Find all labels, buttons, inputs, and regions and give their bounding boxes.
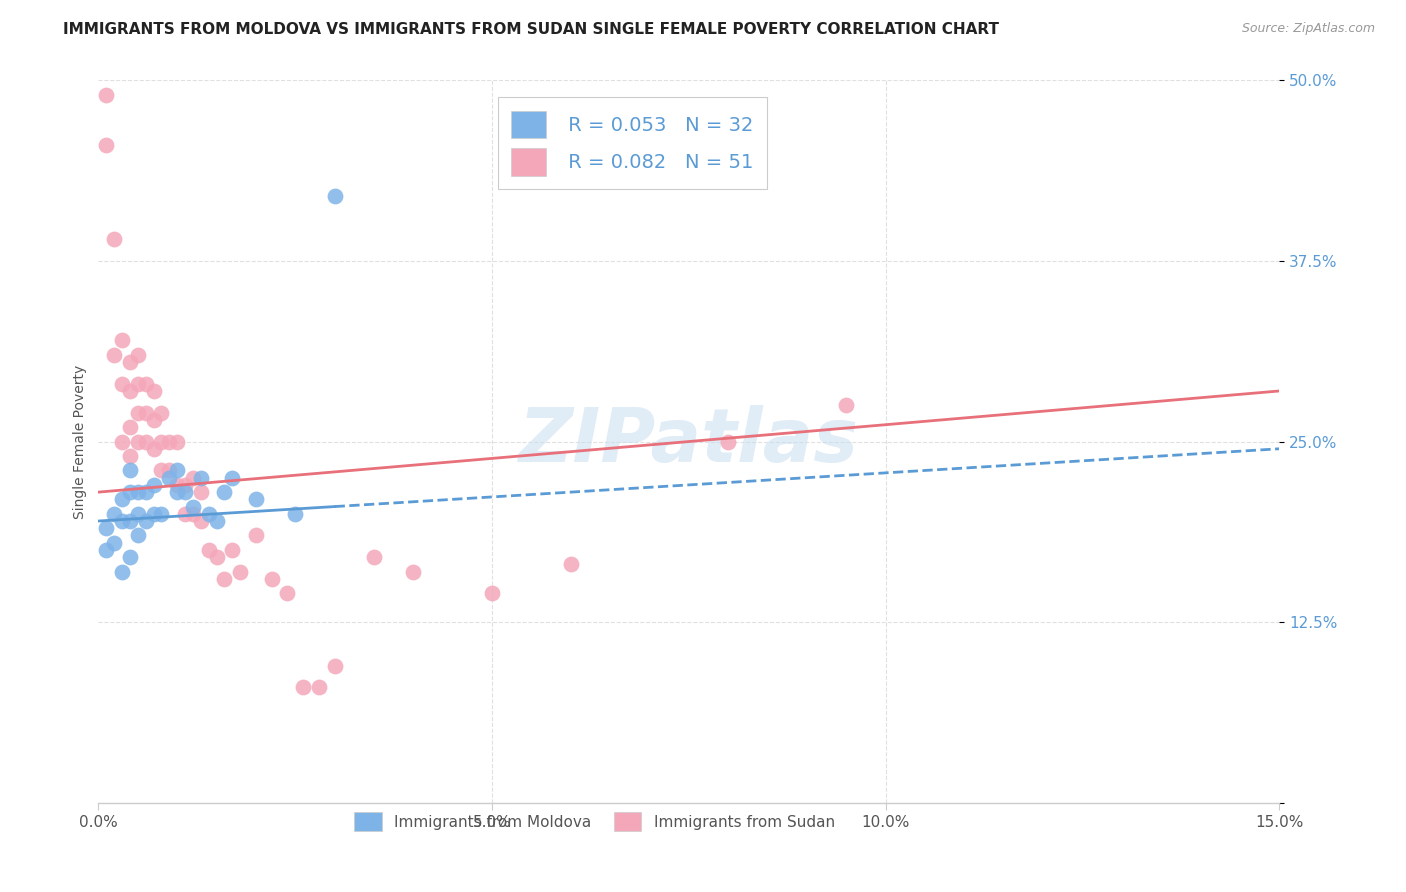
Point <box>111 514 134 528</box>
Point <box>142 442 165 456</box>
Point <box>174 478 197 492</box>
Legend: Immigrants from Moldova, Immigrants from Sudan: Immigrants from Moldova, Immigrants from… <box>346 805 842 838</box>
Point <box>150 434 173 449</box>
Point <box>118 514 141 528</box>
Point <box>103 507 125 521</box>
Point <box>190 485 212 500</box>
Point <box>96 138 118 153</box>
Point <box>118 485 141 500</box>
Point <box>174 485 197 500</box>
Point <box>118 463 141 477</box>
Point <box>135 514 157 528</box>
Point <box>205 514 228 528</box>
Point <box>717 434 740 449</box>
Point <box>127 485 149 500</box>
Point <box>111 334 134 348</box>
Point <box>135 434 157 449</box>
Point <box>127 507 149 521</box>
Point <box>150 507 173 521</box>
Point <box>166 485 188 500</box>
Point <box>245 492 267 507</box>
Point <box>260 572 283 586</box>
Point <box>174 507 197 521</box>
Point <box>118 449 141 463</box>
Point <box>276 586 298 600</box>
Point <box>142 413 165 427</box>
Point <box>118 384 141 398</box>
Point <box>118 420 141 434</box>
Point <box>103 535 125 549</box>
Point <box>142 507 165 521</box>
Point <box>135 485 157 500</box>
Point <box>142 478 165 492</box>
Point <box>363 550 385 565</box>
Y-axis label: Single Female Poverty: Single Female Poverty <box>73 365 87 518</box>
Point <box>166 463 188 477</box>
Point <box>111 492 134 507</box>
Point <box>166 434 188 449</box>
Point <box>118 550 141 565</box>
Point <box>481 586 503 600</box>
Point <box>127 406 149 420</box>
Point <box>197 507 219 521</box>
Point <box>96 87 118 102</box>
Point <box>157 434 180 449</box>
Point <box>181 500 204 514</box>
Point <box>197 542 219 557</box>
Point <box>221 542 243 557</box>
Point <box>245 528 267 542</box>
Point <box>111 565 134 579</box>
Point <box>181 470 204 484</box>
Text: Source: ZipAtlas.com: Source: ZipAtlas.com <box>1241 22 1375 36</box>
Point <box>323 189 346 203</box>
Point <box>214 572 236 586</box>
Point <box>150 463 173 477</box>
Point <box>127 434 149 449</box>
Point <box>292 680 315 694</box>
Point <box>221 470 243 484</box>
Point <box>323 658 346 673</box>
Text: IMMIGRANTS FROM MOLDOVA VS IMMIGRANTS FROM SUDAN SINGLE FEMALE POVERTY CORRELATI: IMMIGRANTS FROM MOLDOVA VS IMMIGRANTS FR… <box>63 22 1000 37</box>
Point <box>127 376 149 391</box>
Point <box>118 355 141 369</box>
Point <box>135 406 157 420</box>
Point <box>127 528 149 542</box>
Point <box>190 470 212 484</box>
Point <box>111 376 134 391</box>
Point <box>111 434 134 449</box>
Point <box>214 485 236 500</box>
Point <box>127 348 149 362</box>
Point <box>96 521 118 535</box>
Point <box>103 232 125 246</box>
Point <box>103 348 125 362</box>
Point <box>150 406 173 420</box>
Point <box>142 384 165 398</box>
Point <box>308 680 330 694</box>
Point <box>190 514 212 528</box>
Point <box>560 558 582 572</box>
Point <box>284 507 307 521</box>
Point <box>835 398 858 412</box>
Point <box>135 376 157 391</box>
Point <box>181 507 204 521</box>
Point <box>166 478 188 492</box>
Point <box>157 470 180 484</box>
Point <box>157 463 180 477</box>
Text: ZIPatlas: ZIPatlas <box>519 405 859 478</box>
Point <box>96 542 118 557</box>
Point <box>402 565 425 579</box>
Point <box>205 550 228 565</box>
Point <box>229 565 252 579</box>
